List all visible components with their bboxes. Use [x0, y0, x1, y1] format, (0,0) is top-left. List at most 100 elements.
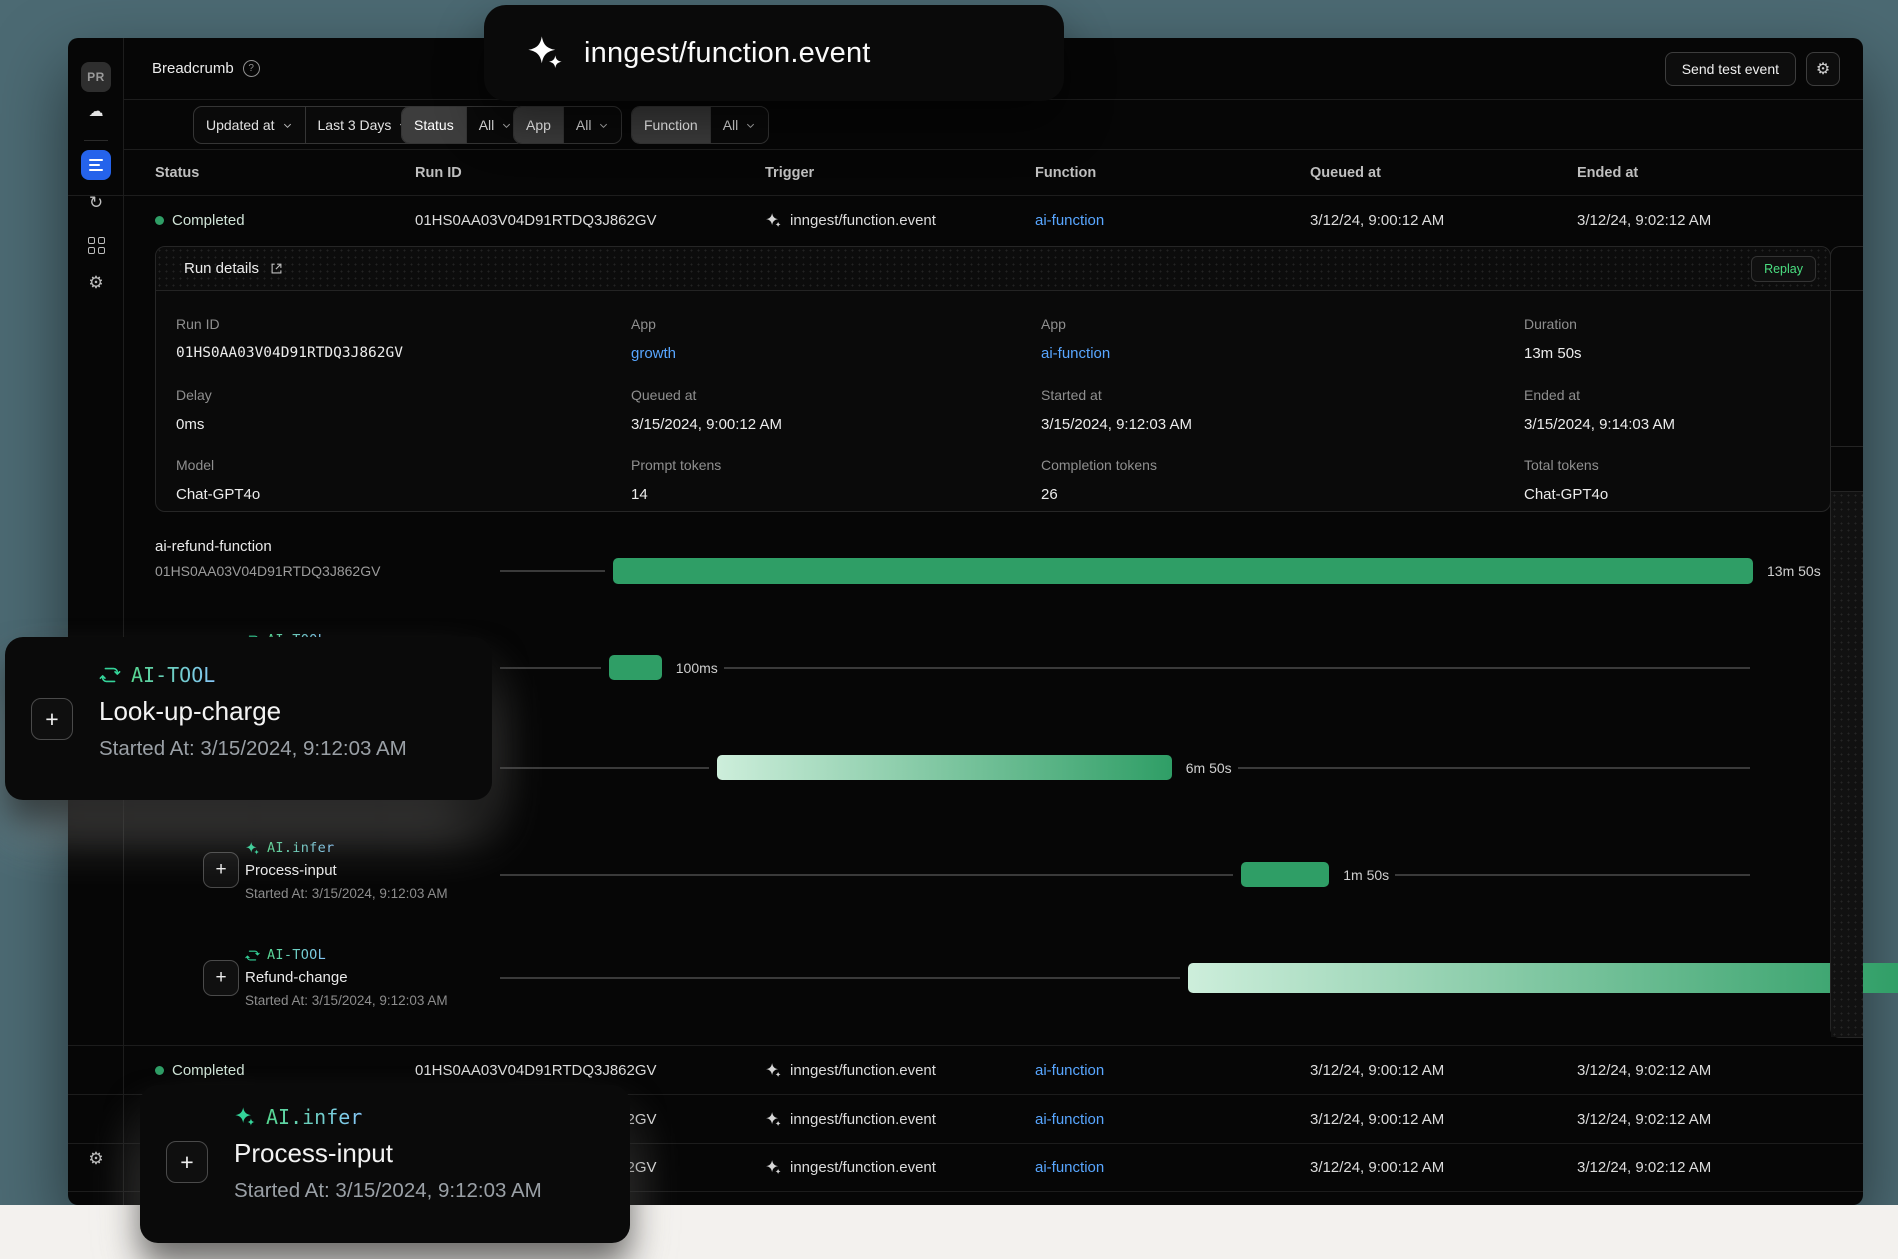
- function-name: ai-refund-function: [155, 538, 272, 555]
- row-function-link[interactable]: ai-function: [1035, 212, 1105, 229]
- bar-duration-label: 6m 50s: [1185, 759, 1232, 776]
- timeline-track-line: [723, 666, 1750, 669]
- step-type-badge: AI-TOOL: [245, 947, 448, 963]
- app-window: PR ☁ ↻ ⚙ ⚙ Breadcrumb ? Send test event …: [68, 38, 1898, 1205]
- step-name: Refund-change: [245, 969, 348, 986]
- timeline-bar-row: 100ms: [500, 655, 1750, 680]
- row-status-label: Completed: [172, 1061, 245, 1079]
- sort-range-label: Last 3 Days: [317, 117, 392, 133]
- header-gear-button[interactable]: ⚙: [1806, 52, 1840, 86]
- step-type-label: AI.infer: [266, 1105, 363, 1129]
- sidebar: PR ☁ ↻ ⚙ ⚙: [68, 38, 124, 1205]
- refresh-icon[interactable]: ↻: [88, 193, 104, 212]
- sort-filter[interactable]: Updated at Last 3 Days: [193, 106, 423, 144]
- sidebar-item-runs-active[interactable]: [81, 150, 111, 180]
- app-filter[interactable]: App All: [513, 106, 623, 144]
- bar-duration-label: 13m 50s: [1767, 563, 1821, 579]
- replay-button[interactable]: Replay: [1751, 256, 1816, 282]
- timeline-bar[interactable]: [716, 755, 1172, 780]
- row-trigger-cell: inngest/function.event: [765, 196, 936, 245]
- sort-field-segment[interactable]: Updated at: [194, 107, 304, 143]
- expand-step-button[interactable]: +: [166, 1141, 208, 1183]
- bar-duration-label: 1m 50s: [1343, 866, 1390, 883]
- detail-value-model: Chat-GPT4o: [176, 486, 261, 503]
- app-filter-value[interactable]: All: [562, 107, 622, 143]
- event-name: inngest/function.event: [584, 36, 871, 69]
- detail-value-duration: 13m 50s: [1524, 345, 1582, 362]
- table-row[interactable]: Completed 01HS0AA03V04D91RTDQ3J862GV innge…: [68, 196, 1863, 245]
- apps-grid-icon[interactable]: [81, 230, 111, 260]
- grid-icon: [87, 236, 105, 254]
- step-started-at: Started At: 3/15/2024, 9:12:03 AM: [245, 993, 448, 1008]
- row-queued-at-cell: 3/12/24, 9:00:12 AM: [1310, 1061, 1445, 1079]
- bottom-settings-gear-icon[interactable]: ⚙: [88, 1149, 104, 1168]
- timeline-bar[interactable]: [613, 558, 1753, 584]
- tooltip-body: AI-TOOL Look-up-charge Started At: 3/15/…: [99, 663, 407, 761]
- tooltip-body: AI.infer Process-input Started At: 3/15/…: [234, 1105, 542, 1203]
- function-filter-value[interactable]: All: [709, 107, 769, 143]
- row-queued-at-cell: 3/12/24, 9:00:12 AM: [1310, 212, 1445, 229]
- row-trigger-label: inngest/function.event: [790, 1110, 936, 1128]
- row-queued-at-cell: 3/12/24, 9:00:12 AM: [1310, 1159, 1445, 1176]
- avatar[interactable]: PR: [81, 62, 111, 92]
- filter-bar: Updated at Last 3 Days Status All App Al…: [124, 100, 1863, 150]
- step-type-badge: AI.infer: [234, 1105, 542, 1129]
- expand-step-button[interactable]: +: [31, 698, 73, 740]
- status-filter[interactable]: Status All: [401, 106, 526, 144]
- status-filter-value[interactable]: All: [465, 107, 525, 143]
- detail-label-app: App: [631, 316, 656, 332]
- column-header-run-id: Run ID: [415, 164, 462, 181]
- help-icon[interactable]: ?: [242, 60, 260, 77]
- detail-value-prompt-tokens: 14: [631, 486, 648, 503]
- row-function-link[interactable]: ai-function: [1035, 1110, 1105, 1128]
- row-function-link[interactable]: ai-function: [1035, 1159, 1105, 1176]
- settings-gear-icon[interactable]: ⚙: [88, 273, 104, 292]
- sort-field-label: Updated at: [206, 117, 275, 133]
- row-trigger-cell: inngest/function.event: [765, 1046, 936, 1094]
- event-overlay-card: inngest/function.event: [484, 5, 1064, 101]
- sparkle-icon: [528, 36, 562, 69]
- timeline-bar[interactable]: [609, 655, 662, 680]
- row-function-link[interactable]: ai-function: [1035, 1061, 1105, 1079]
- app-filter-label: App: [514, 107, 563, 143]
- function-filter[interactable]: Function All: [631, 106, 770, 144]
- detail-value-app[interactable]: growth: [631, 345, 677, 362]
- detail-label-delay: Delay: [176, 387, 212, 403]
- row-trigger-label: inngest/function.event: [790, 212, 936, 229]
- column-header-status: Status: [155, 164, 200, 181]
- detail-label-duration: Duration: [1524, 316, 1577, 332]
- row-ended-at-cell: 3/12/24, 9:02:12 AM: [1577, 212, 1712, 229]
- sparkle-icon: [235, 1107, 255, 1126]
- sparkle-icon: [766, 213, 781, 228]
- detail-value-ended-at: 3/15/2024, 9:14:03 AM: [1524, 416, 1675, 433]
- detail-label-app: App: [1041, 316, 1066, 332]
- detail-label-model: Model: [176, 457, 215, 473]
- timeline-track-line: [500, 666, 602, 669]
- row-queued-at-cell: 3/12/24, 9:00:12 AM: [1310, 1110, 1445, 1128]
- timeline-track-line: [1395, 873, 1750, 876]
- external-link-icon[interactable]: [269, 261, 284, 276]
- side-peek-panel: [1830, 246, 1863, 1038]
- expand-step-button[interactable]: +: [203, 852, 239, 888]
- status-filter-label: Status: [402, 107, 466, 143]
- sparkle-icon: [245, 841, 260, 854]
- timeline-bar-row: 6m 50s: [500, 755, 1750, 780]
- row-trigger-label: inngest/function.event: [790, 1159, 936, 1176]
- status-filter-value-label: All: [478, 117, 495, 133]
- detail-value-app[interactable]: ai-function: [1041, 345, 1111, 362]
- breadcrumb: Breadcrumb: [152, 60, 234, 77]
- row-ended-at-cell: 3/12/24, 9:02:12 AM: [1577, 1061, 1712, 1079]
- expand-step-button[interactable]: +: [203, 960, 239, 996]
- sparkle-icon: [766, 1062, 781, 1077]
- timeline-bar[interactable]: [1240, 862, 1330, 887]
- table-header: Status Run ID Trigger Function Queued at Ende…: [68, 150, 1863, 196]
- timeline-bar-row: 13m 50s: [500, 558, 1821, 584]
- timeline-bar[interactable]: [1188, 963, 1898, 993]
- step-name: Process-input: [245, 862, 337, 879]
- detail-value-completion-tokens: 26: [1041, 486, 1058, 503]
- detail-label-started-at: Started at: [1041, 387, 1102, 403]
- send-test-event-button[interactable]: Send test event: [1664, 52, 1796, 86]
- cloud-icon[interactable]: ☁: [88, 103, 104, 120]
- column-header-trigger: Trigger: [765, 164, 815, 181]
- table-row[interactable]: Completed 01HS0AA03V04D91RTDQ3J862GV innge…: [68, 1045, 1863, 1094]
